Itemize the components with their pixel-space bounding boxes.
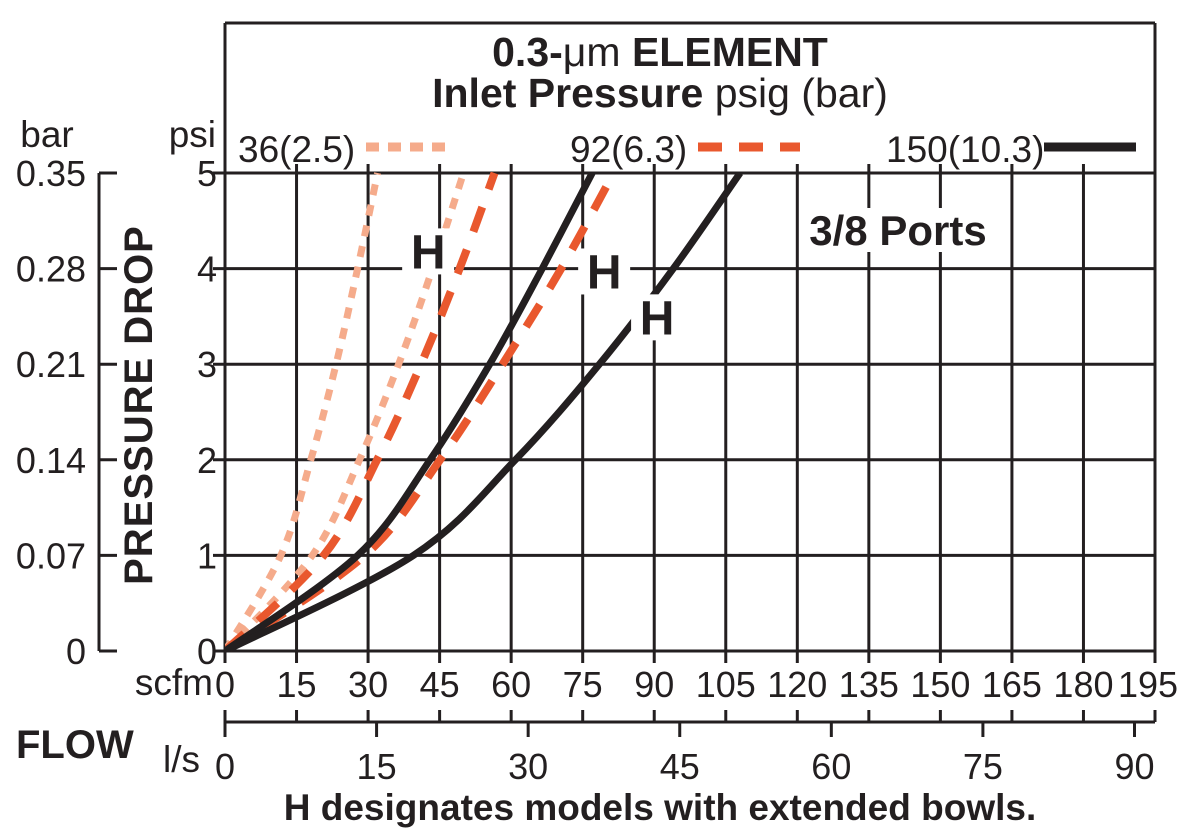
psi-tick-label-5: 5: [197, 153, 217, 194]
h-label-2: H: [640, 292, 675, 345]
scfm-tick-label-90: 90: [634, 664, 674, 705]
bar-tick-label-0.28: 0.28: [16, 249, 86, 290]
h-label-knockout-0: [402, 228, 455, 275]
scfm-tick-label-150: 150: [910, 664, 970, 705]
scfm-tick-label-135: 135: [839, 664, 899, 705]
bar-tick-label-0.14: 0.14: [16, 440, 86, 481]
legend-label-150: 150(10.3): [886, 129, 1044, 170]
lps-axis: [223, 710, 1157, 737]
psi-tick-label-0: 0: [197, 631, 217, 672]
chart-title-prefix: 0.3-: [492, 29, 563, 75]
lps-tick-label-0: 0: [215, 746, 235, 787]
legend-label-36: 36(2.5): [238, 129, 355, 170]
y-axis-title: PRESSURE DROP: [117, 225, 161, 585]
x-unit-lps-label: l/s: [163, 739, 200, 780]
scfm-tick-label-195: 195: [1118, 664, 1178, 705]
scfm-tick-label-60: 60: [491, 664, 531, 705]
h-label-0: H: [411, 226, 446, 279]
x-unit-scfm-label: scfm: [135, 662, 213, 703]
scfm-tick-label-45: 45: [420, 664, 460, 705]
bar-axis-bracket: [97, 171, 117, 653]
scfm-tick-label-0: 0: [215, 664, 235, 705]
h-label-knockout-1: [578, 248, 631, 295]
ports-annotation-knockout: [800, 208, 996, 252]
y-unit-psi-label: psi: [169, 114, 216, 155]
bar-tick-label-0.35: 0.35: [16, 153, 86, 194]
scfm-tick-label-30: 30: [348, 664, 388, 705]
h-label-knockout-2: [631, 294, 684, 341]
lps-tick-label-45: 45: [660, 746, 700, 787]
legend-label-92: 92(6.3): [570, 129, 687, 170]
chart-subtitle-bold: Inlet Pressure: [432, 70, 703, 116]
chart-title: 0.3-μm ELEMENT: [492, 29, 828, 75]
y-unit-bar-label: bar: [20, 114, 73, 155]
psi-tick-label-2: 2: [197, 440, 217, 481]
scfm-tick-label-105: 105: [696, 664, 756, 705]
ports-annotation: 3/8 Ports: [809, 207, 986, 254]
bar-tick-label-0: 0: [66, 631, 86, 672]
psi-tick-label-3: 3: [197, 344, 217, 385]
curve-150-10-3-h: [225, 172, 743, 652]
lps-tick-label-30: 30: [508, 746, 548, 787]
psi-tick-label-4: 4: [197, 249, 217, 290]
chart-title-suffix: ELEMENT: [621, 29, 828, 75]
scfm-tick-label-15: 15: [277, 664, 317, 705]
lps-tick-label-90: 90: [1114, 746, 1154, 787]
lps-tick-label-15: 15: [357, 746, 397, 787]
series-curves: [225, 172, 743, 652]
chart-subtitle-rest: psig (bar): [703, 70, 888, 116]
bar-tick-label-0.21: 0.21: [16, 344, 86, 385]
chart-subtitle: Inlet Pressure psig (bar): [432, 70, 888, 116]
scfm-tick-label-165: 165: [982, 664, 1042, 705]
scfm-tick-label-75: 75: [563, 664, 603, 705]
h-label-1: H: [587, 246, 622, 299]
curve-92-6-3-h: [225, 172, 618, 652]
curve-150-10-3-: [225, 172, 596, 652]
curve-92-6-3-: [225, 172, 499, 652]
lps-tick-label-60: 60: [811, 746, 851, 787]
x-axis-title: FLOW: [16, 723, 134, 767]
footnote: H designates models with extended bowls.: [284, 787, 1036, 828]
h-curve-labels: H HH: [411, 226, 675, 345]
curve-36-2-5-: [225, 172, 382, 652]
lps-tick-label-75: 75: [963, 746, 1003, 787]
bar-tick-label-0.07: 0.07: [16, 535, 86, 576]
psi-tick-label-1: 1: [197, 535, 217, 576]
scfm-tick-label-120: 120: [767, 664, 827, 705]
label-knockouts: [402, 208, 996, 341]
chart-title-mu: μm: [563, 29, 621, 75]
scfm-tick-label-180: 180: [1053, 664, 1113, 705]
